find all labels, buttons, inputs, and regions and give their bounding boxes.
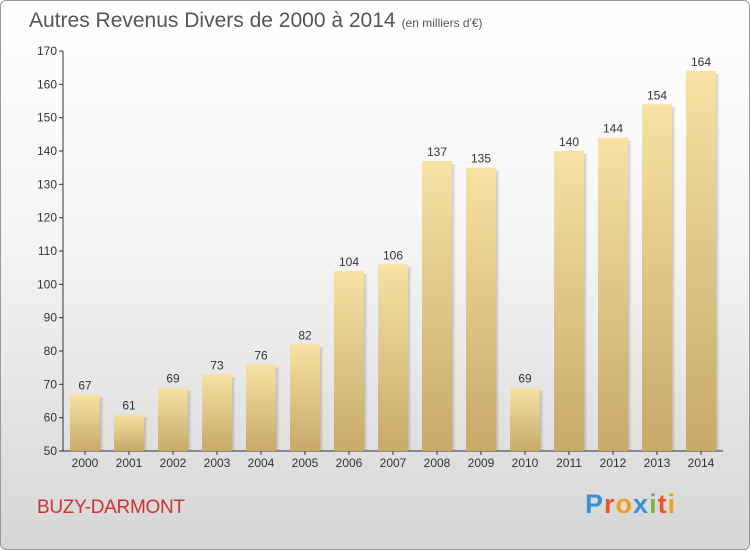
data-label: 154 bbox=[647, 88, 667, 102]
bar-shadow bbox=[364, 274, 368, 451]
bar-2005 bbox=[290, 344, 320, 451]
y-tick-label: 150 bbox=[37, 111, 57, 125]
x-tick-label: 2009 bbox=[468, 456, 495, 470]
bar-2006 bbox=[334, 271, 364, 451]
y-tick-label: 50 bbox=[44, 444, 58, 458]
bar-2009 bbox=[466, 167, 496, 451]
logo-letter: o bbox=[615, 489, 634, 519]
y-tick-label: 120 bbox=[37, 211, 57, 225]
bar-2010 bbox=[510, 387, 540, 451]
data-label: 73 bbox=[210, 358, 224, 372]
bar-2007 bbox=[378, 264, 408, 451]
data-label: 164 bbox=[691, 55, 711, 69]
bar-2002 bbox=[158, 387, 188, 451]
place-name: BUZY-DARMONT bbox=[37, 497, 185, 518]
bar-shadow bbox=[584, 154, 588, 451]
y-tick-label: 80 bbox=[44, 344, 58, 358]
x-tick-label: 2007 bbox=[380, 456, 407, 470]
x-tick-label: 2010 bbox=[512, 456, 539, 470]
data-label: 61 bbox=[122, 398, 136, 412]
data-label: 106 bbox=[383, 248, 403, 262]
data-label: 135 bbox=[471, 152, 491, 166]
bar-shadow bbox=[716, 74, 720, 451]
bar-shadow bbox=[320, 347, 324, 451]
x-tick-label: 2005 bbox=[292, 456, 319, 470]
bar-shadow bbox=[628, 140, 632, 451]
bar-2000 bbox=[70, 394, 100, 451]
x-tick-label: 2006 bbox=[336, 456, 363, 470]
bar-2004 bbox=[246, 364, 276, 451]
y-tick-label: 100 bbox=[37, 277, 57, 291]
x-tick-label: 2012 bbox=[600, 456, 627, 470]
data-label: 67 bbox=[78, 378, 92, 392]
x-tick-label: 2013 bbox=[644, 456, 671, 470]
y-tick-label: 60 bbox=[44, 411, 58, 425]
x-tick-label: 2004 bbox=[248, 456, 275, 470]
chart-subtitle: (en milliers d'€) bbox=[401, 16, 483, 30]
bar-shadow bbox=[100, 397, 104, 451]
x-tick-label: 2001 bbox=[116, 456, 143, 470]
proxiti-logo: Proxiti bbox=[585, 489, 676, 520]
bar-2014 bbox=[686, 71, 716, 451]
logo-letter: i bbox=[649, 489, 658, 519]
y-tick-label: 70 bbox=[44, 377, 58, 391]
y-tick-label: 170 bbox=[37, 44, 57, 58]
data-label: 137 bbox=[427, 145, 447, 159]
bar-shadow bbox=[276, 367, 280, 451]
logo-letter: r bbox=[604, 489, 616, 519]
x-tick-label: 2000 bbox=[72, 456, 99, 470]
bar-2001 bbox=[114, 414, 144, 451]
x-tick-label: 2011 bbox=[556, 456, 582, 470]
x-tick-label: 2003 bbox=[204, 456, 231, 470]
data-label: 140 bbox=[559, 135, 579, 149]
bar-2013 bbox=[642, 104, 672, 451]
bar-2012 bbox=[598, 137, 628, 451]
bar-shadow bbox=[496, 170, 500, 451]
title-text: Autres Revenus Divers de 2000 à 2014 bbox=[29, 9, 396, 32]
data-label: 104 bbox=[339, 255, 359, 269]
y-tick-label: 160 bbox=[37, 77, 57, 91]
logo-letter: x bbox=[633, 489, 650, 519]
logo-letter: t bbox=[657, 489, 668, 519]
bar-shadow bbox=[672, 107, 676, 451]
y-tick-label: 110 bbox=[38, 244, 57, 258]
x-tick-label: 2014 bbox=[688, 456, 715, 470]
bar-shadow bbox=[452, 164, 456, 451]
bar-shadow bbox=[188, 390, 192, 451]
y-tick-label: 140 bbox=[37, 144, 57, 158]
data-label: 82 bbox=[298, 328, 312, 342]
x-tick-label: 2008 bbox=[424, 456, 451, 470]
logo-letter: i bbox=[667, 489, 677, 519]
y-tick-label: 130 bbox=[37, 177, 57, 191]
bar-2008 bbox=[422, 161, 452, 451]
bar-shadow bbox=[408, 267, 412, 451]
logo-letter: P bbox=[585, 489, 605, 519]
y-tick-label: 90 bbox=[44, 311, 58, 325]
bar-2011 bbox=[554, 151, 584, 451]
bar-shadow bbox=[144, 417, 148, 451]
chart-title: Autres Revenus Divers de 2000 à 2014 (en … bbox=[29, 9, 483, 33]
bar-2003 bbox=[202, 374, 232, 451]
data-label: 69 bbox=[518, 372, 532, 386]
data-label: 144 bbox=[603, 122, 623, 136]
bar-shadow bbox=[232, 377, 236, 451]
data-label: 69 bbox=[166, 372, 180, 386]
data-label: 76 bbox=[254, 348, 268, 362]
bar-shadow bbox=[540, 390, 544, 451]
x-tick-label: 2002 bbox=[160, 456, 187, 470]
